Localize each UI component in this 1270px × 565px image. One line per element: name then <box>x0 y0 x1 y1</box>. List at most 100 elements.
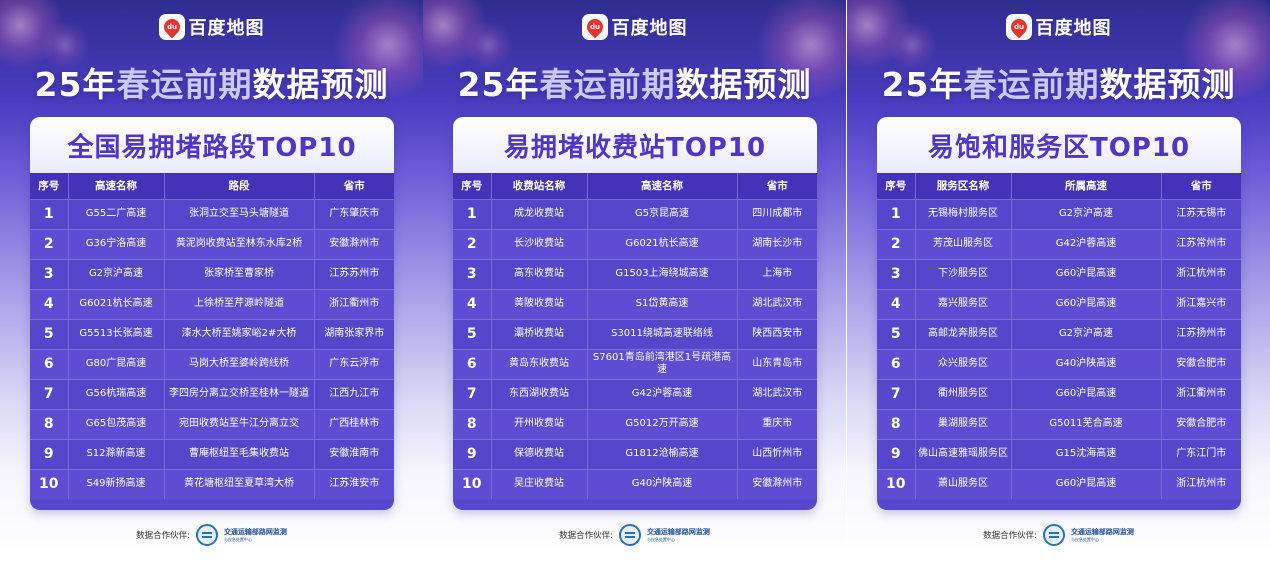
poster-headline: 25年春运前期数据预测 <box>847 58 1270 106</box>
rank-cell: 3 <box>30 258 69 289</box>
firework-decoration <box>756 0 846 100</box>
table-cell: 江苏常州市 <box>1161 228 1241 259</box>
partner-logo-icon <box>195 524 218 546</box>
firework-decoration <box>887 20 937 70</box>
table-row: 8 G65包茂高速 宛田收费站至牛江分离立交 广西桂林市 <box>30 408 394 439</box>
table-cell: 上徐桥至芹源岭隧道 <box>164 288 315 319</box>
table-cell: G2京沪高速 <box>68 258 165 289</box>
rank-cell: 9 <box>453 438 492 469</box>
card-title: 易饱和服务区TOP10 <box>927 132 1191 163</box>
table-row: 7 衢州服务区 G60沪昆高速 浙江衢州市 <box>877 378 1241 409</box>
table-row: 6 G80广昆高速 马岗大桥至婆岭跨线桥 广东云浮市 <box>30 348 394 379</box>
poster-panel-2: du 百度地图 25年春运前期数据预测 易拥堵收费站TOP10 序号 收费站名称高… <box>423 0 846 565</box>
table-cell: 长沙收费站 <box>491 228 588 259</box>
headline-suffix: 数据预测 <box>675 65 812 104</box>
partner-label: 数据合作伙伴: <box>983 531 1037 541</box>
table-cell: S49新扬高速 <box>68 468 165 499</box>
rank-cell: 3 <box>453 258 492 289</box>
table-cell: 江苏淮安市 <box>314 468 394 499</box>
table-row: 4 嘉兴服务区 G60沪昆高速 浙江嘉兴市 <box>877 288 1241 319</box>
table-cell: 江苏扬州市 <box>1161 318 1241 349</box>
partner-name-line1: 交通运输部路网监测 <box>646 527 710 536</box>
table-row: 6 众兴服务区 G40沪陕高速 安徽合肥市 <box>877 348 1241 379</box>
table-cell: 巢湖服务区 <box>915 408 1012 439</box>
rank-cell: 4 <box>877 288 916 319</box>
table-cell: 浙江衢州市 <box>314 288 394 319</box>
table-cell: 李四房分离立交桥至桂林一隧道 <box>164 378 315 409</box>
table-cell: 开州收费站 <box>491 408 588 439</box>
rank-cell: 10 <box>30 468 69 499</box>
rank-cell: 1 <box>30 198 69 229</box>
brand-name: 百度地图 <box>611 18 688 39</box>
headline-suffix: 数据预测 <box>252 65 389 104</box>
table-cell: 灞桥收费站 <box>491 318 588 349</box>
baidu-map-pin-icon: du <box>1005 14 1032 40</box>
table-row: 8 开州收费站 G5012万开高速 重庆市 <box>453 408 817 439</box>
partner-name: 交通运输部路网监测 与应急处置中心 <box>1071 528 1134 543</box>
rank-cell: 2 <box>30 228 69 259</box>
table-row: 3 高东收费站 G1503上海绕城高速 上海市 <box>453 258 817 289</box>
headline-highlight: 春运前期 <box>963 65 1100 104</box>
table-cell: 成龙收费站 <box>491 198 588 229</box>
table-cell: 广东江门市 <box>1161 438 1241 469</box>
rank-cell: 4 <box>30 288 69 319</box>
table-cell: G1503上海绕城高速 <box>587 258 738 289</box>
table-row: 4 G6021杭长高速 上徐桥至芹源岭隧道 浙江衢州市 <box>30 288 394 319</box>
rank-cell: 2 <box>877 228 916 259</box>
rank-cell: 6 <box>877 348 916 379</box>
headline-prefix: 25年 <box>34 65 117 104</box>
column-header: 省市 <box>737 173 817 199</box>
table-cell: 湖北武汉市 <box>737 288 817 319</box>
table-cell: 浙江杭州市 <box>1161 468 1241 499</box>
ranking-card: 全国易拥堵路段TOP10 序号 高速名称 路段 省市 1 G55二广高速 张洞立交至马头塘… <box>30 117 394 510</box>
partner-name: 交通运输部路网监测 与应急处置中心 <box>224 528 287 543</box>
rank-cell: 10 <box>453 468 492 499</box>
partner-logo-icon <box>1042 524 1065 546</box>
card-title-bar: 易拥堵收费站TOP10 <box>453 117 817 173</box>
table-cell: 湖北武汉市 <box>737 378 817 409</box>
table-cell: 安徽淮南市 <box>314 438 394 469</box>
card-title-bar: 全国易拥堵路段TOP10 <box>30 117 394 173</box>
table-cell: 浙江嘉兴市 <box>1161 288 1241 319</box>
table-cell: 安徽滁州市 <box>314 228 394 259</box>
table-cell: G2京沪高速 <box>1011 318 1162 349</box>
table-cell: G80广昆高速 <box>68 348 165 379</box>
rank-cell: 5 <box>877 318 916 349</box>
table-row: 9 佛山高速雅瑶服务区 G15沈海高速 广东江门市 <box>877 438 1241 469</box>
table-row: 4 黄陂收费站 S1岱黄高速 湖北武汉市 <box>453 288 817 319</box>
poster-headline: 25年春运前期数据预测 <box>0 58 423 106</box>
table-row: 2 G36宁洛高速 黄泥岗收费站至林东水库2桥 安徽滁州市 <box>30 228 394 259</box>
table-row: 3 下沙服务区 G60沪昆高速 浙江杭州市 <box>877 258 1241 289</box>
headline-prefix: 25年 <box>457 65 540 104</box>
partner-label: 数据合作伙伴: <box>136 531 190 541</box>
table-cell: S3011绕城高速联络线 <box>587 318 738 349</box>
headline-highlight: 春运前期 <box>539 65 676 104</box>
table-row: 2 长沙收费站 G6021杭长高速 湖南长沙市 <box>453 228 817 259</box>
rank-cell: 7 <box>877 378 916 409</box>
column-header: 省市 <box>1161 173 1241 199</box>
table-cell: G42沪蓉高速 <box>1011 228 1162 259</box>
baidu-map-logo: du 百度地图 <box>423 14 846 40</box>
table-cell: G2京沪高速 <box>1011 198 1162 229</box>
rank-cell: 9 <box>30 438 69 469</box>
table-cell: G1812沧榆高速 <box>587 438 738 469</box>
rank-cell: 4 <box>453 288 492 319</box>
poster-panel-3: du 百度地图 25年春运前期数据预测 易饱和服务区TOP10 序号 服务区名称所… <box>847 0 1270 565</box>
table-cell: 宛田收费站至牛江分离立交 <box>164 408 315 439</box>
poster-headline: 25年春运前期数据预测 <box>423 58 846 106</box>
rank-cell: 10 <box>877 468 916 499</box>
table-cell: 漆水大桥至姚家峪2#大桥 <box>164 318 315 349</box>
table-body: 1 G55二广高速 张洞立交至马头塘隧道 广东肇庆市 2 G36宁洛高速 黄泥岗收费站至林东… <box>30 198 394 499</box>
headline-suffix: 数据预测 <box>1099 65 1236 104</box>
table-cell: 重庆市 <box>737 408 817 439</box>
data-partner: 数据合作伙伴: 交通运输部路网监测 与应急处置中心 <box>0 524 423 546</box>
table-row: 6 黄岛东收费站 S7601青岛前湾港区1号疏港高速 山东青岛市 <box>453 348 817 379</box>
table-row: 7 东西湖收费站 G42沪蓉高速 湖北武汉市 <box>453 378 817 409</box>
rank-cell: 5 <box>30 318 69 349</box>
table-cell: 芳茂山服务区 <box>915 228 1012 259</box>
table-cell: 衢州服务区 <box>915 378 1012 409</box>
table-cell: 陕西西安市 <box>737 318 817 349</box>
table-row: 5 高邮龙奔服务区 G2京沪高速 江苏扬州市 <box>877 318 1241 349</box>
table-cell: S12滁新高速 <box>68 438 165 469</box>
table-cell: 湖南长沙市 <box>737 228 817 259</box>
